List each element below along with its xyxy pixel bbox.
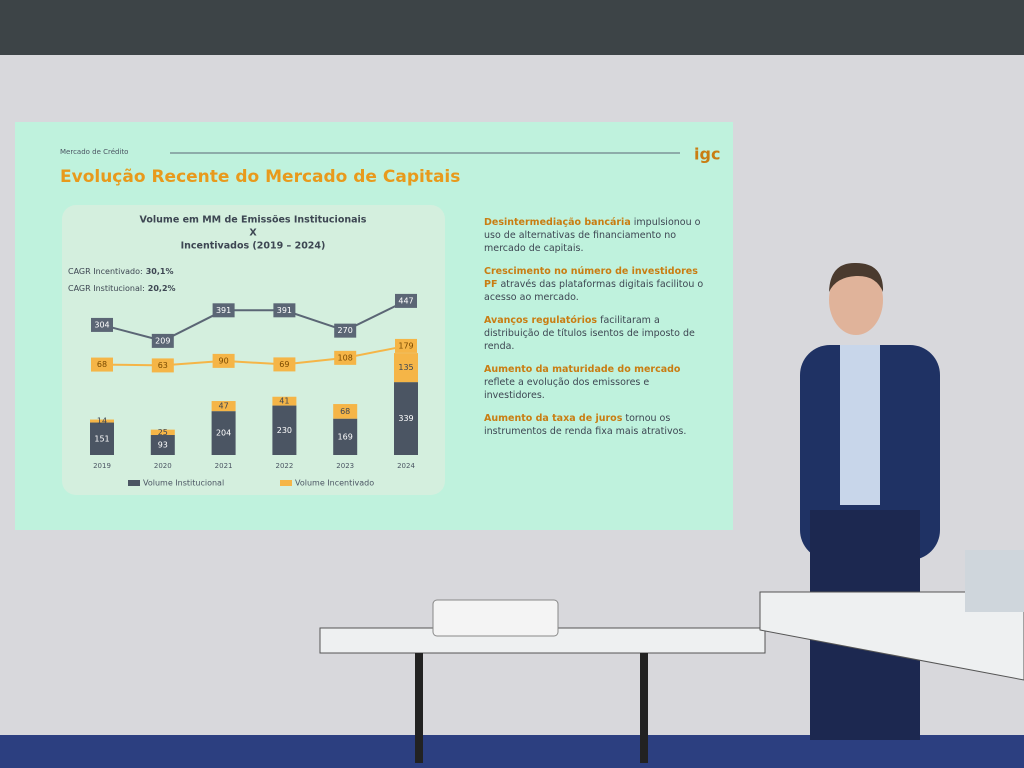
bullet: Desintermediação bancária impulsionou o … xyxy=(484,216,709,255)
bar-label: 25 xyxy=(158,428,168,437)
ceiling xyxy=(0,0,1024,55)
bar-label: 41 xyxy=(279,397,289,406)
point-label: 270 xyxy=(338,326,353,335)
cagr-value: 30,1% xyxy=(146,267,174,276)
point-box xyxy=(395,293,417,308)
projector xyxy=(432,599,559,637)
bar xyxy=(90,422,114,455)
chart-title: Volume em MM de Emissões Institucionais xyxy=(140,215,367,226)
bullet: Aumento da taxa de juros tornou os instr… xyxy=(484,412,709,438)
logo: igc xyxy=(694,145,720,164)
bar xyxy=(150,435,175,455)
bullet: Aumento da maturidade do mercado reflete… xyxy=(484,363,709,402)
bar xyxy=(211,401,236,412)
legend-swatch xyxy=(280,480,292,486)
point-label: 209 xyxy=(155,336,170,345)
bullet-list: Desintermediação bancária impulsionou o … xyxy=(484,216,709,448)
bar xyxy=(272,396,297,406)
bar-label: 230 xyxy=(277,426,292,435)
presenter-head xyxy=(829,265,883,335)
bar xyxy=(272,405,297,455)
bullet: Crescimento no número de investidores PF… xyxy=(484,265,709,304)
bullet-bold: Crescimento no número de investidores PF xyxy=(484,266,698,290)
point-box xyxy=(151,333,174,348)
x-tick-label: 2022 xyxy=(275,462,293,470)
bar xyxy=(90,419,114,423)
table xyxy=(319,627,766,654)
bullet-bold: Desintermediação bancária xyxy=(484,217,631,228)
slide-title: Evolução Recente do Mercado de Capitais xyxy=(60,167,460,187)
bar-label: 93 xyxy=(158,441,168,450)
cagr-note: CAGR Incentivado: 30,1% xyxy=(68,267,173,276)
bar-label: 68 xyxy=(340,407,350,416)
floor-strip xyxy=(0,735,1024,768)
bullet-bold: Aumento da maturidade do mercado xyxy=(484,364,681,375)
x-tick-label: 2024 xyxy=(397,462,415,470)
presenter-shirt xyxy=(840,345,880,505)
legend-swatch xyxy=(128,480,140,486)
chart-title: Incentivados (2019 – 2024) xyxy=(181,241,326,252)
bar xyxy=(394,353,418,383)
point-box xyxy=(212,353,235,368)
cagr-note: CAGR Institucional: 20,2% xyxy=(68,284,176,293)
chart-title: X xyxy=(249,228,257,239)
bar-label: 204 xyxy=(216,429,231,438)
point-label: 447 xyxy=(398,296,413,305)
cagr-label: CAGR Incentivado: xyxy=(68,267,143,276)
bullet-bold: Aumento da taxa de juros xyxy=(484,413,623,424)
point-box xyxy=(334,323,357,338)
x-tick-label: 2023 xyxy=(336,462,354,470)
bullet-bold: Avanços regulatórios xyxy=(484,315,598,326)
bar-label: 47 xyxy=(219,402,229,411)
point-box xyxy=(334,350,357,365)
cagr-label: CAGR Institucional: xyxy=(68,284,145,293)
point-box xyxy=(91,317,113,332)
legend-label: Volume Incentivado xyxy=(295,479,374,488)
point-box xyxy=(91,357,113,372)
bullet-text: através das plataformas digitais facilit… xyxy=(484,279,704,303)
point-box xyxy=(212,303,235,318)
bar-label: 169 xyxy=(338,432,353,441)
bullet-text: facilitaram a distribuição de títulos is… xyxy=(484,315,695,352)
point-label: 69 xyxy=(279,360,289,369)
bar-label: 135 xyxy=(398,363,413,372)
bar xyxy=(394,382,418,455)
legend-label: Volume Institucional xyxy=(143,479,224,488)
bar xyxy=(150,429,175,436)
point-box xyxy=(395,338,417,353)
bar xyxy=(333,418,358,455)
point-box xyxy=(273,303,296,318)
point-label: 68 xyxy=(97,360,107,369)
point-label: 391 xyxy=(277,306,292,315)
point-label: 90 xyxy=(219,356,229,365)
table-leg xyxy=(640,653,648,763)
bar xyxy=(211,411,236,455)
point-box xyxy=(151,358,174,373)
point-label: 63 xyxy=(158,361,168,370)
bar xyxy=(333,404,358,419)
x-tick-label: 2020 xyxy=(154,462,172,470)
presenter-hair xyxy=(829,262,884,292)
cagr-value: 20,2% xyxy=(148,284,176,293)
table-right xyxy=(759,591,1024,681)
point-box xyxy=(273,357,296,372)
point-label: 179 xyxy=(398,341,413,350)
bullet-text: impulsionou o uso de alternativas de fin… xyxy=(484,217,701,254)
x-tick-label: 2021 xyxy=(215,462,233,470)
bar-label: 151 xyxy=(94,434,109,443)
laptop xyxy=(965,550,1024,612)
x-tick-label: 2019 xyxy=(93,462,111,470)
bar-label: 339 xyxy=(398,414,413,423)
bullet: Avanços regulatórios facilitaram a distr… xyxy=(484,314,709,353)
bar-label: 14 xyxy=(97,417,107,426)
point-label: 304 xyxy=(94,320,109,329)
section-label: Mercado de Crédito xyxy=(60,148,128,156)
bullet-text: tornou os instrumentos de renda fixa mai… xyxy=(484,413,687,437)
table-leg xyxy=(415,653,423,763)
point-label: 108 xyxy=(338,353,353,362)
bullet-text: reflete a evolução dos emissores e inves… xyxy=(484,377,650,401)
point-label: 391 xyxy=(216,306,231,315)
